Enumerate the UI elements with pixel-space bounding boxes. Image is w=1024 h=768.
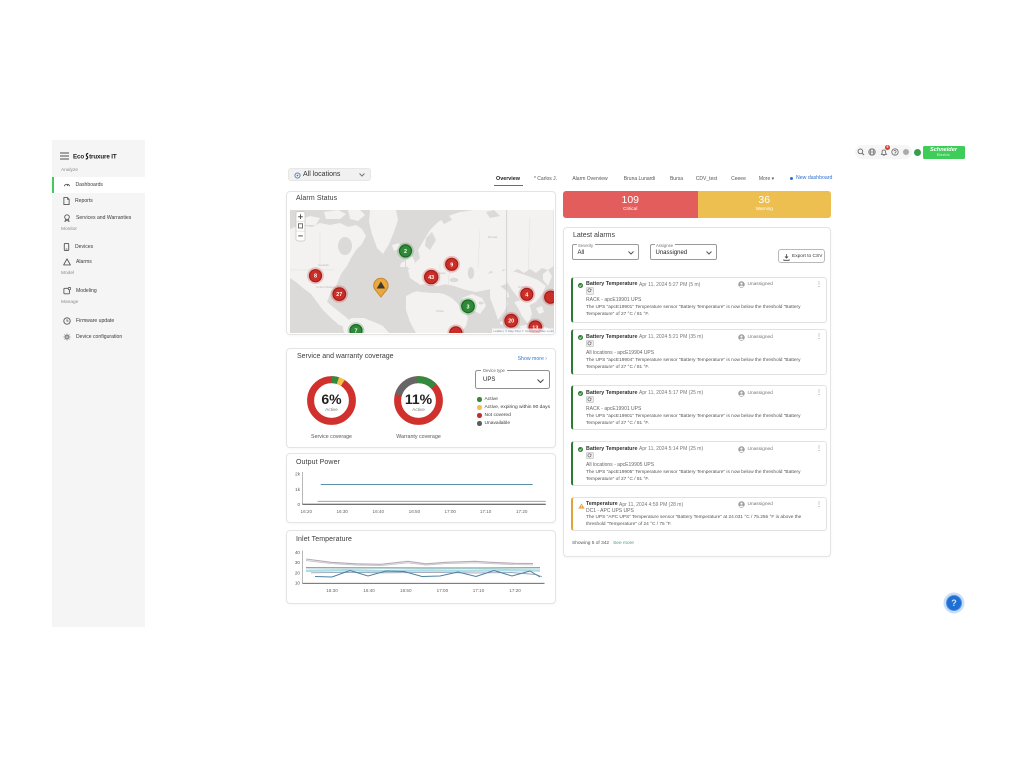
svg-text:17:00: 17:00 [437, 588, 449, 593]
svg-text:16:50: 16:50 [400, 588, 412, 593]
svg-text:16:20: 16:20 [301, 509, 313, 514]
svg-text:Europe: Europe [436, 271, 446, 275]
svg-text:Active: Active [325, 407, 338, 412]
svg-text:13: 13 [532, 325, 538, 331]
svg-text:16:30: 16:30 [336, 509, 348, 514]
svg-text:United States: United States [316, 285, 335, 289]
svg-text:16:40: 16:40 [373, 509, 385, 514]
svg-text:11%: 11% [405, 391, 433, 407]
svg-text:1k: 1k [295, 487, 301, 492]
svg-text:17:20: 17:20 [509, 588, 521, 593]
svg-text:Russia: Russia [488, 235, 498, 239]
svg-text:40: 40 [295, 550, 301, 555]
svg-text:Leaflet | © Map Tiles © OpenSt: Leaflet | © Map Tiles © OpenStreetMap co… [494, 329, 554, 333]
svg-text:Active: Active [412, 407, 425, 412]
svg-text:17:10: 17:10 [480, 509, 492, 514]
svg-text:17:10: 17:10 [473, 588, 485, 593]
svg-text:Canada: Canada [318, 263, 329, 267]
svg-text:16:50: 16:50 [409, 509, 421, 514]
svg-text:2: 2 [404, 249, 407, 255]
svg-text:17:20: 17:20 [516, 509, 528, 514]
svg-text:9: 9 [450, 262, 453, 268]
svg-text:7: 7 [355, 329, 358, 333]
svg-text:2k: 2k [295, 472, 301, 477]
svg-text:27: 27 [336, 292, 342, 298]
svg-text:16:40: 16:40 [363, 588, 375, 593]
svg-text:30: 30 [295, 560, 301, 565]
svg-text:20: 20 [295, 570, 301, 575]
svg-text:8: 8 [314, 274, 317, 280]
svg-text:4: 4 [525, 292, 528, 298]
svg-text:43: 43 [428, 275, 434, 281]
svg-text:China: China [518, 285, 526, 289]
svg-text:16:30: 16:30 [326, 588, 338, 593]
svg-text:3: 3 [467, 304, 470, 310]
svg-text:Africa: Africa [436, 309, 444, 313]
svg-text:0: 0 [297, 502, 300, 507]
svg-text:6%: 6% [321, 391, 342, 407]
svg-text:17:00: 17:00 [444, 509, 456, 514]
svg-text:20: 20 [508, 319, 514, 325]
svg-text:10: 10 [295, 581, 301, 586]
